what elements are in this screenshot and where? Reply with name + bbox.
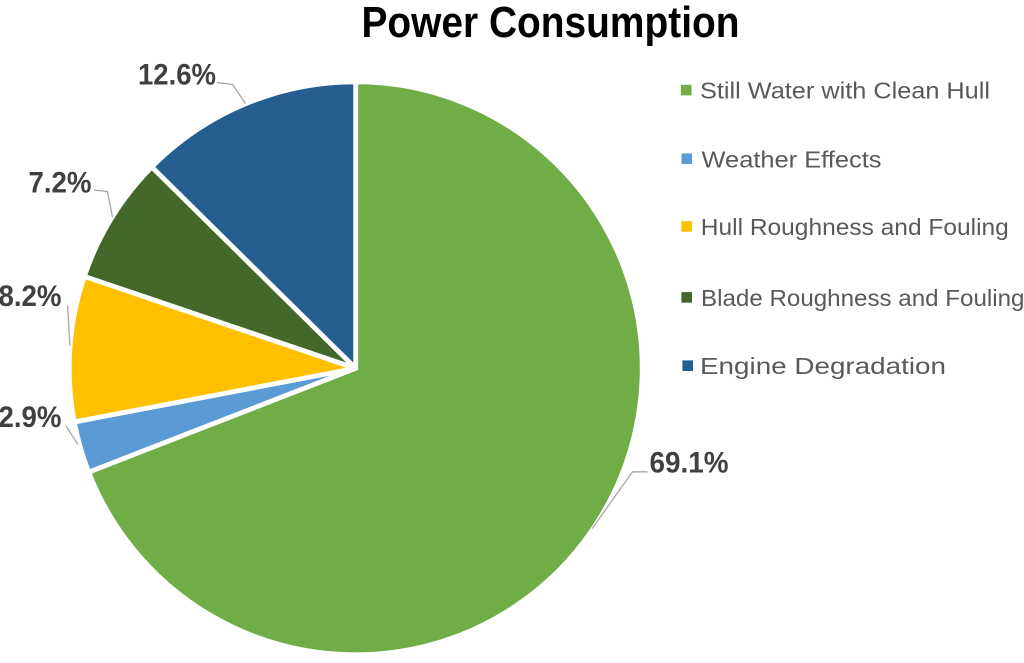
svg-text:Blade Roughness and Fouling: Blade Roughness and Fouling: [701, 285, 1024, 311]
svg-text:69.1%: 69.1%: [650, 447, 729, 480]
svg-text:Power Consumption: Power Consumption: [362, 0, 740, 47]
svg-text:Still Water with Clean Hull: Still Water with Clean Hull: [700, 78, 990, 104]
svg-text:2.9%: 2.9%: [0, 401, 62, 434]
svg-text:Engine Degradation: Engine Degradation: [700, 353, 946, 379]
svg-text:Hull Roughness and Fouling: Hull Roughness and Fouling: [701, 214, 1009, 240]
svg-text:Weather Effects: Weather Effects: [702, 146, 882, 172]
svg-text:12.6%: 12.6%: [138, 58, 216, 91]
svg-text:7.2%: 7.2%: [29, 167, 92, 200]
svg-text:8.2%: 8.2%: [0, 280, 62, 313]
